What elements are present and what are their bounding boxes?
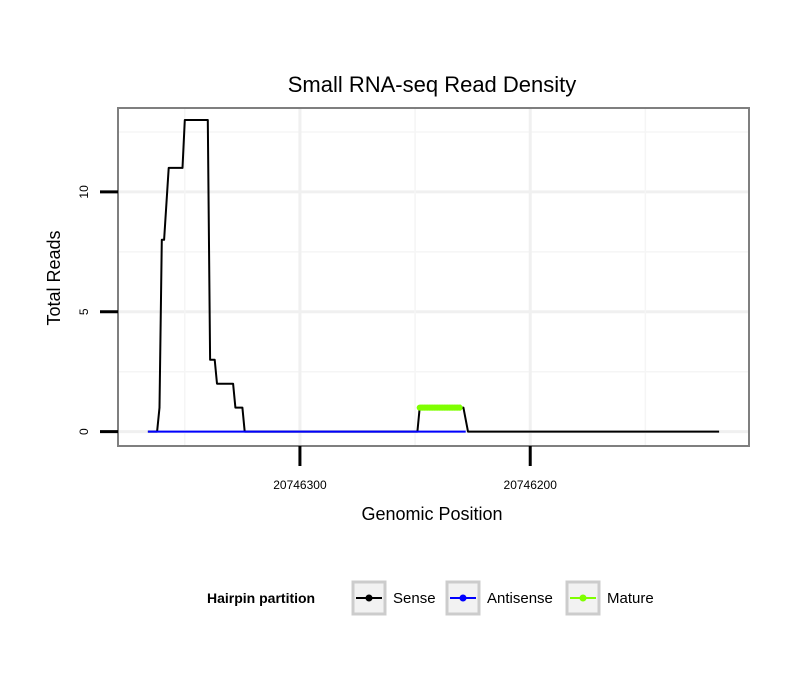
y-tick-label: 0 (77, 428, 91, 435)
legend-key-point (459, 594, 467, 602)
plot-panel-border (117, 107, 750, 447)
y-axis-title: Total Reads (44, 230, 64, 325)
chart-title: Small RNA-seq Read Density (288, 72, 577, 97)
series-line-sense (147, 119, 720, 433)
legend-label-mature: Mature (607, 590, 654, 607)
legend-label-sense: Sense (393, 590, 436, 607)
legend-title: Hairpin partition (207, 590, 315, 606)
data-marks (147, 119, 720, 433)
axes: 0 5 10 20746300 20746200 (77, 185, 557, 492)
legend-label-antisense: Antisense (487, 590, 553, 607)
y-tick-label: 5 (77, 308, 91, 315)
legend-key-point (365, 594, 373, 602)
y-tick-label: 10 (77, 185, 91, 199)
x-tick-label: 20746200 (504, 478, 558, 492)
grid (118, 108, 749, 446)
legend-key-point (579, 594, 587, 602)
x-tick-label: 20746300 (273, 478, 327, 492)
legend: Hairpin partition Sense Antisense Mature (207, 580, 654, 616)
mature-point (456, 404, 463, 411)
x-axis-title: Genomic Position (361, 504, 502, 524)
